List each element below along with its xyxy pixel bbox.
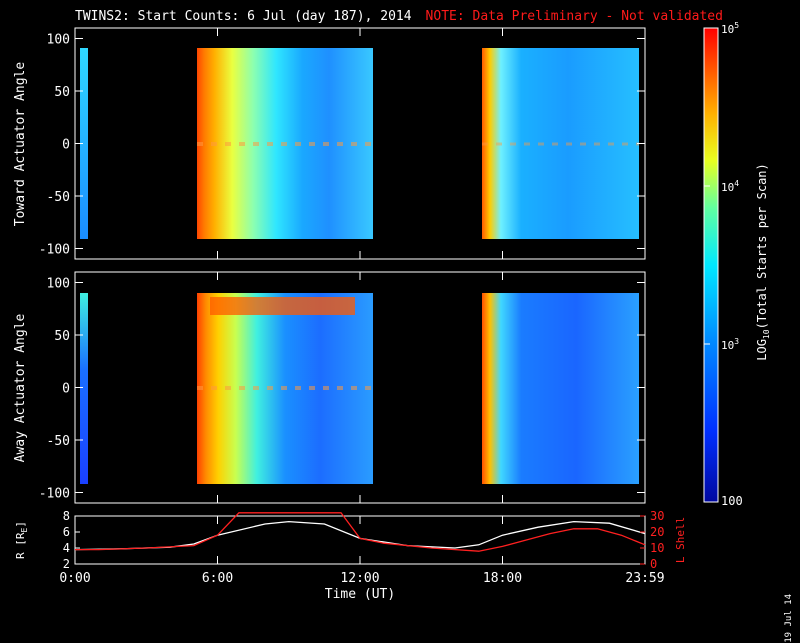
ytick-label: 0 xyxy=(62,382,70,397)
xtick-label: 6:00 xyxy=(202,571,233,586)
cbar-tick-label: 103 xyxy=(721,337,739,352)
ylabel-top: Toward Actuator Angle xyxy=(13,62,28,227)
ytick-left-label: 2 xyxy=(63,557,70,571)
cbar-tick-base: 10 xyxy=(721,181,734,194)
yticks-mid: 100 50 0 -50 -100 xyxy=(39,277,645,502)
ytick-label: 50 xyxy=(54,85,70,100)
ylabel-r-close: ] xyxy=(14,521,27,528)
left-edge-strip-mid xyxy=(80,293,88,484)
ytick-right-label: 10 xyxy=(650,541,664,555)
xtick-label: 23:59 xyxy=(625,571,664,586)
l-shell-line xyxy=(75,512,646,552)
ylabel-r-sub: E xyxy=(20,527,29,532)
ytick-label: 100 xyxy=(47,277,70,292)
yticks-top: 100 50 0 -50 -100 xyxy=(39,33,645,258)
ytick-left-label: 6 xyxy=(63,525,70,539)
ytick-left-label: 4 xyxy=(63,541,70,555)
ytick-label: -50 xyxy=(47,434,70,449)
cbar-tick-exp: 4 xyxy=(734,179,739,188)
ytick-label: 100 xyxy=(47,33,70,48)
away-panel: Away Actuator Angle 100 50 0 -50 -100 xyxy=(13,271,646,504)
ylabel-mid: Away Actuator Angle xyxy=(13,313,28,462)
cbar-tick-label: 105 xyxy=(721,21,739,36)
cbar-tick-exp: 5 xyxy=(734,21,739,30)
xtick-label: 0:00 xyxy=(59,571,90,586)
preliminary-note: NOTE: Data Preliminary - Not validated xyxy=(425,9,723,24)
ytick-right-label: 20 xyxy=(650,525,664,539)
title-text: TWINS2: Start Counts: 6 Jul (day 187), 2… xyxy=(75,9,412,24)
ylabel-r: R [RE] xyxy=(14,521,29,559)
interval-2-top xyxy=(482,48,639,239)
yticks-left: 8 6 4 2 xyxy=(63,509,80,571)
ytick-label: -50 xyxy=(47,190,70,205)
ylabel-lshell: L Shell xyxy=(674,517,687,563)
xtick-label: 18:00 xyxy=(483,571,522,586)
xticks: 0:00 6:00 12:00 18:00 23:59 xyxy=(59,28,665,586)
interval-2-mid xyxy=(482,293,639,484)
r-distance-line xyxy=(74,520,646,551)
ylabel-r-text: R [R xyxy=(14,532,27,559)
high-angle-band xyxy=(210,297,355,315)
cbar-label-log: LOG xyxy=(755,339,769,361)
cbar-label-sub: 10 xyxy=(762,329,771,339)
toward-panel: Toward Actuator Angle 100 50 0 -50 -100 xyxy=(13,27,646,260)
ytick-right-label: 0 xyxy=(650,557,657,571)
ytick-label: -100 xyxy=(39,243,70,258)
colorbar-frame xyxy=(703,27,719,503)
date-stamp: 19 Jul 14 xyxy=(784,594,794,643)
ytick-right-label: 30 xyxy=(650,509,664,523)
ytick-label: -100 xyxy=(39,487,70,502)
ytick-label: 50 xyxy=(54,329,70,344)
cbar-tick-exp: 3 xyxy=(734,337,739,346)
xlabel: Time (UT) xyxy=(325,587,395,600)
ytick-label: 0 xyxy=(62,138,70,153)
cbar-label-rest: (Total Starts per Scan) xyxy=(755,163,769,329)
xtick-label: 12:00 xyxy=(340,571,379,586)
ytick-left-label: 8 xyxy=(63,509,70,523)
left-edge-strip-top xyxy=(80,48,88,239)
plot-title: TWINS2: Start Counts: 6 Jul (day 187), 2… xyxy=(75,9,723,24)
cbar-tick-base: 10 xyxy=(721,23,734,36)
cbar-tick-label: 104 xyxy=(721,179,739,194)
cbar-tick-label-100: 100 xyxy=(721,494,743,508)
colorbar-label: LOG10(Total Starts per Scan) xyxy=(755,163,771,361)
cbar-tick-base: 10 xyxy=(721,339,734,352)
colorbar-fill xyxy=(704,28,718,502)
yticks-right: 30 20 10 0 xyxy=(640,509,664,571)
